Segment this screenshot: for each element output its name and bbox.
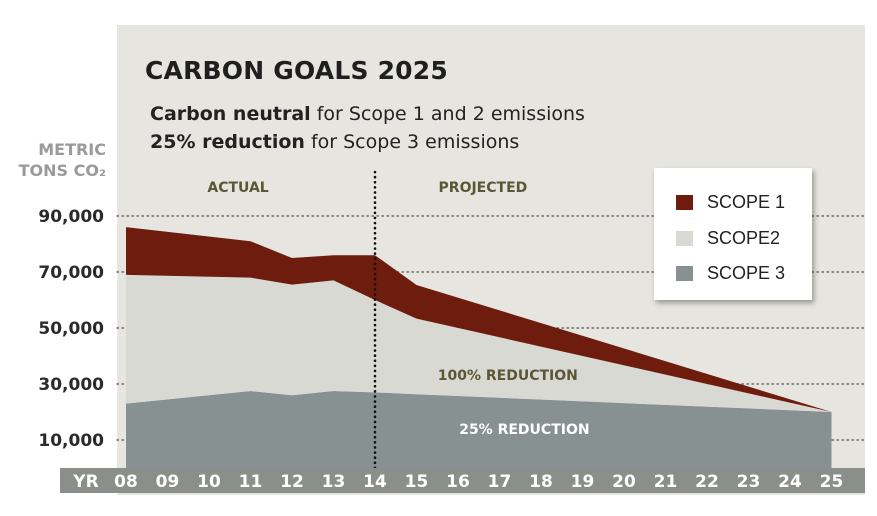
x-tick-label: 19 — [571, 472, 595, 492]
y-tick-label: 10,000 — [38, 431, 104, 451]
y-axis-label: METRIC TONS CO₂ — [6, 139, 106, 181]
subtitle-1-bold: Carbon neutral — [150, 103, 311, 125]
x-tick-label: 17 — [488, 472, 512, 492]
legend-label-scope-1: SCOPE 1 — [707, 191, 786, 212]
subtitle-1-rest: for Scope 1 and 2 emissions — [310, 103, 585, 125]
chart-subtitle-line-2: 25% reduction for Scope 3 emissions — [150, 131, 519, 153]
x-tick-label: 12 — [280, 472, 304, 492]
chart-subtitle-line-1: Carbon neutral for Scope 1 and 2 emissio… — [150, 103, 585, 125]
subtitle-2-rest: for Scope 3 emissions — [304, 131, 520, 153]
legend-label-scope-2: SCOPE2 — [707, 227, 781, 248]
legend-swatch-scope-1 — [676, 194, 693, 210]
annotation-scope2: 100% REDUCTION — [438, 368, 578, 384]
x-axis-band — [60, 468, 865, 493]
x-tick-label: 11 — [239, 472, 263, 492]
x-tick-label: 13 — [322, 472, 346, 492]
period-label-actual: ACTUAL — [207, 180, 268, 196]
legend-swatch-scope-2 — [676, 230, 693, 246]
y-tick-label: 90,000 — [38, 207, 104, 227]
x-tick-label: 14 — [363, 472, 387, 492]
y-tick-label: 30,000 — [38, 375, 104, 395]
annotation-scope3: 25% REDUCTION — [459, 422, 589, 438]
area-scope-3 — [126, 391, 832, 468]
y-tick-label: 70,000 — [38, 263, 104, 283]
period-label-projected: PROJECTED — [439, 180, 528, 196]
x-tick-label: 09 — [156, 472, 180, 492]
legend-swatch-scope-3 — [676, 265, 693, 281]
y-axis-label-line-2: TONS CO₂ — [18, 161, 106, 180]
area-scope-1 — [126, 227, 832, 412]
x-tick-label: 21 — [654, 472, 678, 492]
legend-label-scope-3: SCOPE 3 — [707, 262, 786, 283]
chart-title: CARBON GOALS 2025 — [145, 56, 448, 85]
x-tick-label: 25 — [820, 472, 844, 492]
x-tick-label: 18 — [529, 472, 553, 492]
area-scope2 — [126, 274, 832, 412]
x-tick-label: 16 — [446, 472, 470, 492]
x-tick-label: 10 — [197, 472, 221, 492]
y-tick-label: 50,000 — [38, 319, 104, 339]
legend-item-scope-3: SCOPE 3 — [676, 262, 785, 284]
x-tick-label: 23 — [737, 472, 761, 492]
x-tick-label: 15 — [405, 472, 429, 492]
x-tick-label: 08 — [114, 472, 138, 492]
legend-item-scope-2: SCOPE2 — [676, 227, 780, 249]
y-axis-label-line-1: METRIC — [38, 140, 106, 159]
legend-item-scope-1: SCOPE 1 — [676, 191, 785, 213]
x-tick-label: 20 — [612, 472, 636, 492]
x-tick-label: 24 — [778, 472, 802, 492]
legend: SCOPE 1 SCOPE2 SCOPE 3 — [654, 168, 812, 300]
x-axis-label: YR — [72, 472, 98, 492]
subtitle-2-bold: 25% reduction — [150, 131, 305, 153]
x-tick-label: 22 — [695, 472, 719, 492]
